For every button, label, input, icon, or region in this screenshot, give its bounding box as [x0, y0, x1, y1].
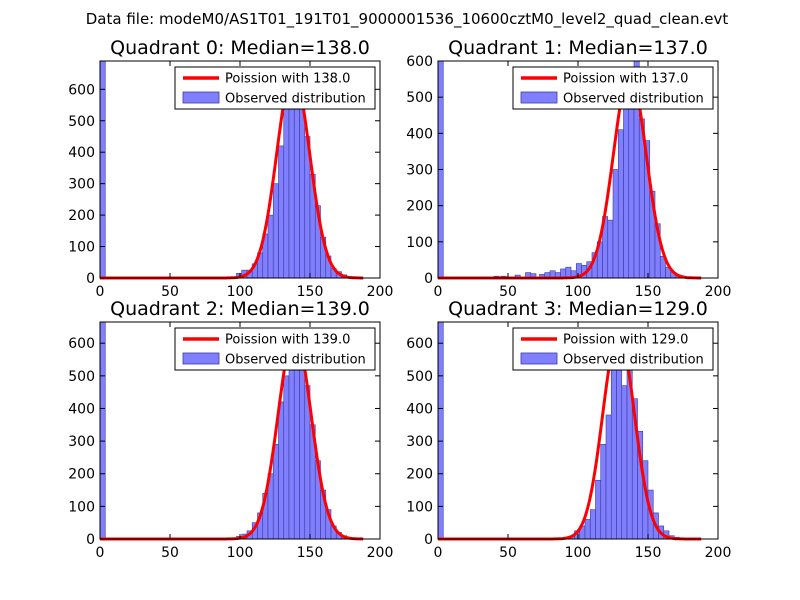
- histogram-bar: [589, 509, 596, 540]
- legend-bar-swatch: [520, 91, 558, 104]
- legend: Poission with 138.0 Observed distribution: [174, 66, 376, 110]
- y-tick-label: 0: [424, 532, 433, 548]
- histogram-bar: [623, 96, 630, 279]
- y-tick-label: 300: [68, 434, 95, 450]
- x-tick-label: 50: [161, 545, 179, 561]
- y-tick-label: 300: [68, 177, 95, 193]
- histogram-bar: [99, 60, 106, 279]
- x-tick-label: 100: [565, 545, 592, 561]
- x-tick-label: 100: [227, 545, 254, 561]
- histogram-bar: [283, 107, 290, 279]
- y-tick-label: 600: [68, 82, 95, 98]
- x-tick-label: 150: [635, 545, 662, 561]
- histogram-bar: [612, 169, 619, 279]
- histogram-bar: [584, 519, 591, 540]
- x-tick-label: 150: [297, 284, 324, 300]
- y-tick-label: 500: [406, 90, 433, 106]
- x-tick-label: 200: [705, 284, 732, 300]
- y-tick-label: 600: [68, 336, 95, 352]
- histogram-bar: [293, 369, 300, 540]
- x-tick-label: 100: [227, 284, 254, 300]
- legend-label-observed: Observed distribution: [225, 92, 366, 107]
- histogram-bar: [607, 219, 614, 279]
- y-tick-label: 0: [86, 271, 95, 287]
- panel-quadrant-2: Quadrant 2: Median=139.0 0 50 100 150 200 0 10…: [68, 298, 393, 561]
- histogram-bar: [267, 214, 274, 279]
- legend-label-observed: Observed distribution: [563, 353, 704, 368]
- x-tick-label: 200: [705, 545, 732, 561]
- y-tick-label: 100: [406, 499, 433, 515]
- histogram-bar: [288, 349, 295, 540]
- legend: Poission with 129.0 Observed distribution: [512, 327, 714, 371]
- legend-label-poisson: Poission with 139.0: [225, 333, 350, 348]
- x-tick-label: 0: [96, 545, 105, 561]
- y-tick-label: 300: [406, 163, 433, 179]
- y-tick-label: 100: [68, 499, 95, 515]
- panel-quadrant-3: Quadrant 3: Median=129.0 0 50 100 150 200 0 10…: [406, 298, 731, 561]
- x-tick-label: 0: [96, 284, 105, 300]
- panel-title: Quadrant 2: Median=139.0: [110, 298, 370, 320]
- histogram-bar: [278, 401, 285, 540]
- histogram-bar: [288, 89, 295, 279]
- histogram-bar: [616, 359, 623, 540]
- x-tick-label: 150: [635, 284, 662, 300]
- histogram-bar: [621, 385, 628, 540]
- histogram-bar: [605, 414, 612, 540]
- histogram-bar: [600, 444, 607, 540]
- y-tick-label: 100: [68, 240, 95, 256]
- y-tick-label: 0: [424, 271, 433, 287]
- y-tick-label: 200: [406, 199, 433, 215]
- x-tick-label: 200: [367, 284, 394, 300]
- x-tick-label: 50: [499, 545, 517, 561]
- x-tick-label: 100: [565, 284, 592, 300]
- y-tick-label: 400: [406, 401, 433, 417]
- legend: Poission with 139.0 Observed distribution: [174, 327, 376, 371]
- legend-bar-swatch: [182, 91, 220, 104]
- histogram-bar: [283, 375, 290, 540]
- x-tick-label: 200: [367, 545, 394, 561]
- panel-title: Quadrant 1: Median=137.0: [448, 37, 708, 59]
- x-tick-label: 50: [161, 284, 179, 300]
- x-tick-label: 50: [499, 284, 517, 300]
- y-tick-label: 200: [68, 208, 95, 224]
- legend-label-observed: Observed distribution: [225, 353, 366, 368]
- histogram-bar: [617, 129, 624, 279]
- y-tick-label: 500: [68, 369, 95, 385]
- x-tick-label: 150: [297, 545, 324, 561]
- legend-label-poisson: Poission with 137.0: [563, 72, 688, 87]
- y-tick-label: 200: [68, 467, 95, 483]
- figure-suptitle: Data file: modeM0/AS1T01_191T01_90000015…: [86, 10, 729, 29]
- panel-quadrant-1: Quadrant 1: Median=137.0 0 50 100 150 200 0 10…: [406, 37, 731, 300]
- legend-label-observed: Observed distribution: [563, 92, 704, 107]
- histogram-bar: [278, 145, 285, 279]
- histogram-bar: [610, 365, 617, 540]
- panel-quadrant-0: Quadrant 0: Median=138.0 0 50 100 150 200 0 10…: [68, 37, 393, 300]
- histogram-bar: [293, 101, 300, 279]
- panel-title: Quadrant 3: Median=129.0: [448, 298, 708, 320]
- y-tick-label: 400: [406, 126, 433, 142]
- x-tick-label: 0: [434, 545, 443, 561]
- y-tick-label: 0: [86, 532, 95, 548]
- y-tick-label: 500: [406, 369, 433, 385]
- legend-bar-swatch: [182, 352, 220, 365]
- y-tick-label: 500: [68, 114, 95, 130]
- panel-title: Quadrant 0: Median=138.0: [110, 37, 370, 59]
- legend-box: [512, 327, 714, 371]
- histogram-bar: [272, 183, 279, 279]
- legend: Poission with 137.0 Observed distribution: [512, 66, 714, 110]
- y-tick-label: 600: [406, 54, 433, 70]
- y-tick-label: 200: [406, 467, 433, 483]
- y-tick-label: 400: [68, 145, 95, 161]
- y-tick-label: 100: [406, 235, 433, 251]
- y-tick-label: 600: [406, 336, 433, 352]
- histogram-bar: [272, 444, 279, 540]
- legend-bar-swatch: [520, 352, 558, 365]
- y-tick-label: 300: [406, 434, 433, 450]
- y-tick-label: 400: [68, 401, 95, 417]
- histogram-bar: [595, 479, 602, 540]
- legend-label-poisson: Poission with 138.0: [225, 72, 350, 87]
- x-tick-label: 0: [434, 284, 443, 300]
- legend-label-poisson: Poission with 129.0: [563, 333, 688, 348]
